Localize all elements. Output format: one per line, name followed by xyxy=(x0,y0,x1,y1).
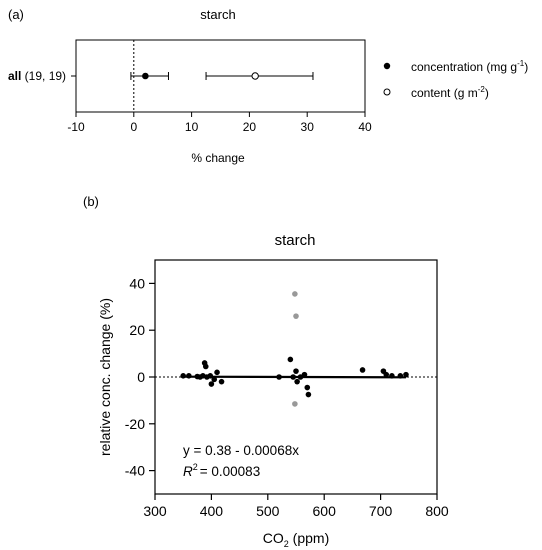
panel-b-y-label: relative conc. change (%) xyxy=(97,298,113,456)
outlier-data-point xyxy=(293,313,299,319)
data-point xyxy=(211,376,218,383)
regression-equation: y = 0.38 - 0.00068x xyxy=(183,443,299,458)
concentration-mean-marker xyxy=(142,72,149,80)
data-point xyxy=(214,369,220,376)
data-point xyxy=(186,373,192,379)
data-point xyxy=(208,381,215,387)
panel-b-x-label: CO2 (ppm) xyxy=(263,530,329,549)
panel-a-row-label: all (19, 19) xyxy=(8,69,66,83)
x-tick-label: 600 xyxy=(313,503,337,519)
panel-a-label: (a) xyxy=(8,7,24,22)
data-point xyxy=(301,371,308,378)
data-point xyxy=(304,384,311,391)
data-point xyxy=(276,374,282,380)
data-point xyxy=(305,391,312,398)
data-point xyxy=(218,378,225,385)
data-point xyxy=(397,373,404,379)
legend-concentration-label: concentration (mg g-1) xyxy=(411,59,528,74)
x-tick-label: 20 xyxy=(243,120,257,134)
data-point xyxy=(180,373,186,379)
panel-b-label: (b) xyxy=(83,194,99,209)
x-tick-label: 40 xyxy=(358,120,372,134)
x-tick-label: 0 xyxy=(130,120,137,134)
x-tick-label: 700 xyxy=(369,503,393,519)
y-tick-label: -40 xyxy=(125,463,145,479)
r-squared-annotation: R2 = 0.00083 xyxy=(183,462,260,479)
data-point xyxy=(294,378,300,385)
data-point xyxy=(403,371,409,378)
legend-content-label: content (g m-2) xyxy=(411,85,489,100)
panel-a-title: starch xyxy=(200,7,235,22)
panel-b-title: starch xyxy=(275,232,316,249)
legend-concentration-marker xyxy=(383,62,391,70)
data-point xyxy=(202,363,209,370)
outlier-data-point xyxy=(292,291,298,297)
data-point xyxy=(290,374,296,380)
y-tick-label: 20 xyxy=(129,322,145,338)
x-tick-label: 30 xyxy=(301,120,315,134)
x-tick-label: -10 xyxy=(67,120,85,134)
data-point xyxy=(389,373,395,379)
data-point xyxy=(383,371,390,378)
data-point xyxy=(359,367,366,373)
y-tick-label: 40 xyxy=(129,275,145,291)
legend-content-marker xyxy=(383,88,391,96)
data-point xyxy=(293,368,299,374)
x-tick-label: 400 xyxy=(200,503,224,519)
x-tick-label: 500 xyxy=(256,503,280,519)
data-point xyxy=(287,356,294,363)
y-tick-label: 0 xyxy=(137,369,145,385)
x-tick-label: 10 xyxy=(185,120,199,134)
content-mean-marker xyxy=(251,72,259,80)
data-point xyxy=(207,373,214,379)
x-tick-label: 300 xyxy=(143,503,167,519)
panel-a-x-label: % change xyxy=(191,151,245,165)
outlier-data-point xyxy=(292,401,298,407)
x-tick-label: 800 xyxy=(425,503,449,519)
y-tick-label: -20 xyxy=(125,416,145,432)
